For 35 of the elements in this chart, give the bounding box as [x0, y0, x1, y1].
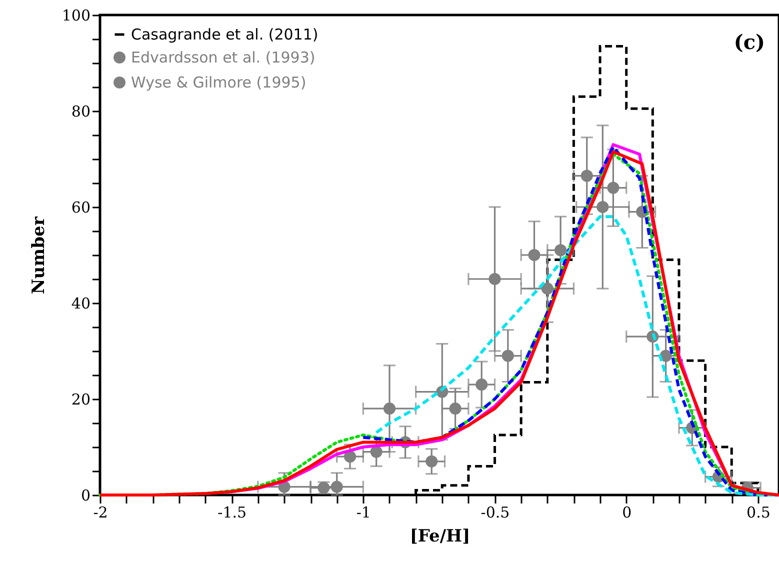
point — [476, 378, 488, 391]
x-tick-label: -0.5 — [480, 504, 510, 522]
annotation: (c) — [734, 30, 765, 54]
y-tick-label: 100 — [62, 6, 90, 24]
point — [383, 402, 396, 415]
y-tick-label: 40 — [71, 294, 90, 312]
x-tick-label: -1 — [356, 504, 371, 522]
point — [370, 446, 382, 458]
point — [541, 282, 554, 295]
point — [449, 402, 462, 415]
point — [488, 272, 501, 286]
point — [344, 450, 356, 463]
y-tick-label: 0 — [80, 486, 90, 504]
point — [660, 350, 672, 362]
x-tick-label: -2 — [93, 504, 108, 522]
point — [580, 170, 593, 182]
x-tick-label: -1.5 — [218, 504, 247, 522]
y-tick-label: 60 — [71, 198, 90, 216]
legend-label: Casagrande et al. (2011) — [131, 26, 318, 44]
x-axis-title: [Fe/H] — [410, 526, 470, 546]
point — [596, 200, 609, 214]
point — [330, 480, 343, 493]
point — [426, 455, 438, 468]
point — [554, 244, 567, 256]
x-tick-label: 0.5 — [746, 504, 770, 522]
y-tick-label: 80 — [71, 102, 90, 120]
line-series — [362, 146, 779, 496]
point — [607, 182, 620, 194]
point — [528, 248, 540, 262]
point — [502, 350, 514, 362]
y-tick-label: 20 — [71, 390, 90, 408]
x-tick-label: 0 — [622, 504, 632, 522]
legend-label: Wyse & Gilmore (1995) — [131, 74, 306, 92]
y-axis-title: Number — [28, 216, 49, 294]
legend-label: Edvardsson et al. (1993) — [131, 48, 316, 66]
